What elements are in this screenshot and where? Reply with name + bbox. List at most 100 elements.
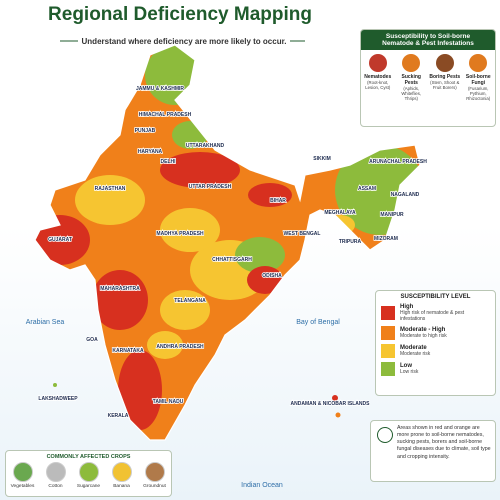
crop-item: Vegetables bbox=[8, 462, 38, 489]
state-label: DELHI bbox=[161, 159, 177, 165]
legend-desc: Moderate to high risk bbox=[400, 333, 447, 339]
crop-icon bbox=[111, 462, 132, 482]
state-label: SIKKIM bbox=[313, 156, 331, 162]
legend-desc: High risk of nematode & pest infestation… bbox=[400, 310, 465, 322]
state-label: CHHATTISGARH bbox=[212, 257, 252, 263]
state-label: TELANGANA bbox=[174, 298, 206, 304]
pest-name: Soil-borne Fungi bbox=[465, 74, 491, 86]
crop-name: Vegetables bbox=[10, 484, 35, 489]
pest-item: Soil-borne Fungi (Fusarium, Pythium, Rhiz… bbox=[462, 54, 494, 101]
state-label: UTTAR PRADESH bbox=[189, 184, 232, 190]
crop-item: Sugarcane bbox=[74, 462, 104, 489]
crop-name: Banana bbox=[113, 484, 130, 489]
subtitle: Understand where deficiency are more lik… bbox=[82, 37, 287, 46]
crop-icon bbox=[144, 462, 165, 482]
crops-title: COMMONLY AFFECTED CROPS bbox=[46, 454, 131, 460]
pest-icon bbox=[368, 54, 387, 72]
crop-items: Vegetables Cotton Sugarcane Banana Groundnut bbox=[6, 460, 171, 489]
island bbox=[335, 412, 341, 418]
state-label: TRIPURA bbox=[339, 239, 362, 245]
state-label: RAJASTHAN bbox=[95, 186, 126, 192]
legend-item: High High risk of nematode & pest infesta… bbox=[376, 302, 495, 324]
legend-item: Moderate - High Moderate to high risk bbox=[376, 324, 495, 342]
island bbox=[332, 395, 338, 401]
legend-label: Moderate - High bbox=[400, 327, 446, 333]
crop-item: Cotton bbox=[41, 462, 71, 489]
legend-text: Low Low risk bbox=[400, 363, 418, 375]
sea-label: Indian Ocean bbox=[241, 482, 283, 489]
state-label: HIMACHAL PRADESH bbox=[139, 112, 192, 118]
state-label: KERALA bbox=[108, 413, 129, 419]
pest-panel: Susceptibility to Soil-borne Nematode & … bbox=[360, 29, 496, 127]
crop-icon bbox=[12, 462, 33, 482]
pest-items: Nematodes (Root-knot, Lesion, Cyst) Suckin… bbox=[361, 50, 495, 101]
legend-desc: Moderate risk bbox=[400, 351, 431, 357]
legend-label: Moderate bbox=[400, 345, 427, 351]
state-label: ANDAMAN & NICOBAR ISLANDS bbox=[291, 401, 371, 407]
legend-desc: Low risk bbox=[400, 369, 419, 375]
state-label: KARNATAKA bbox=[112, 348, 144, 354]
pest-icon bbox=[435, 54, 454, 72]
legend: SUSCEPTIBILITY LEVEL High High risk of ne… bbox=[375, 290, 496, 396]
state-label: ODISHA bbox=[262, 273, 282, 279]
pest-item: Sucking Pests (Aphids, Whiteflies, Thrips… bbox=[395, 54, 427, 101]
pest-name: Boring Pests bbox=[429, 74, 461, 80]
legend-label: Low bbox=[400, 363, 412, 369]
pest-item: Nematodes (Root-knot, Lesion, Cyst) bbox=[362, 54, 394, 101]
pest-title: Susceptibility to Soil-borne Nematode & … bbox=[361, 30, 495, 50]
pest-name: Sucking Pests bbox=[401, 74, 421, 86]
legend-text: Moderate - High Moderate to high risk bbox=[400, 327, 447, 339]
crop-name: Sugarcane bbox=[76, 484, 101, 489]
legend-item: Low Low risk bbox=[376, 360, 495, 378]
state-label: ARUNACHAL PRADESH bbox=[369, 159, 427, 165]
state-label: MEGHALAYA bbox=[324, 210, 356, 216]
legend-text: High High risk of nematode & pest infesta… bbox=[400, 304, 490, 322]
state-label: WEST BENGAL bbox=[284, 231, 321, 237]
state-label: UTTARAKHAND bbox=[186, 143, 225, 149]
legend-label: High bbox=[400, 304, 414, 310]
state-label: BIHAR bbox=[270, 198, 286, 204]
legend-items: High High risk of nematode & pest infesta… bbox=[376, 302, 495, 378]
pest-icon bbox=[469, 54, 488, 72]
state-label: JAMMU & KASHMIR bbox=[136, 86, 184, 92]
island bbox=[53, 383, 57, 387]
title: Regional Deficiency Mapping bbox=[48, 4, 312, 25]
legend-swatch bbox=[381, 306, 395, 320]
legend-swatch bbox=[381, 326, 395, 340]
state-label: MAHARASHTRA bbox=[100, 286, 140, 292]
pest-desc: (Root-knot, Lesion, Cyst) bbox=[365, 80, 391, 90]
crop-name: Groundnut bbox=[143, 484, 166, 489]
note-icon bbox=[377, 427, 393, 443]
crops-panel: COMMONLY AFFECTED CROPS Vegetables Cotton… bbox=[5, 450, 172, 497]
state-label: MADHYA PRADESH bbox=[156, 231, 204, 237]
crop-icon bbox=[45, 462, 66, 482]
state-label: TAMIL NADU bbox=[153, 399, 184, 405]
state-label: PUNJAB bbox=[135, 128, 156, 134]
pest-desc: (Stem, Shoot & Fruit Borers) bbox=[430, 80, 460, 90]
pest-desc: (Aphids, Whiteflies, Thrips) bbox=[401, 86, 422, 101]
legend-text: Moderate Moderate risk bbox=[400, 345, 430, 357]
state-label: GUJARAT bbox=[48, 237, 72, 243]
map-labels: JAMMU & KASHMIR HIMACHAL PRADESH PUNJAB … bbox=[26, 85, 428, 489]
state-label: ASSAM bbox=[358, 186, 376, 192]
crop-item: Banana bbox=[107, 462, 137, 489]
state-label: MANIPUR bbox=[380, 212, 404, 218]
pest-desc: (Fusarium, Pythium, Rhizoctonia) bbox=[466, 86, 491, 101]
crop-icon bbox=[78, 462, 99, 482]
legend-swatch bbox=[381, 344, 395, 358]
pest-name: Nematodes bbox=[364, 74, 392, 80]
sea-label: Bay of Bengal bbox=[296, 319, 340, 326]
pest-item: Boring Pests (Stem, Shoot & Fruit Borers) bbox=[429, 54, 461, 101]
legend-title: SUSCEPTIBILITY LEVEL bbox=[400, 294, 471, 300]
state-label: NAGALAND bbox=[391, 192, 420, 198]
state-label: HARYANA bbox=[138, 149, 163, 155]
legend-item: Moderate Moderate risk bbox=[376, 342, 495, 360]
state-label: GOA bbox=[86, 337, 98, 343]
note-panel: Areas shown in red and orange are more p… bbox=[370, 420, 496, 482]
note-text: Areas shown in red and orange are more p… bbox=[397, 425, 491, 460]
pest-icon bbox=[402, 54, 421, 72]
state-label: LAKSHADWEEP bbox=[38, 396, 78, 402]
crop-item: Groundnut bbox=[140, 462, 170, 489]
